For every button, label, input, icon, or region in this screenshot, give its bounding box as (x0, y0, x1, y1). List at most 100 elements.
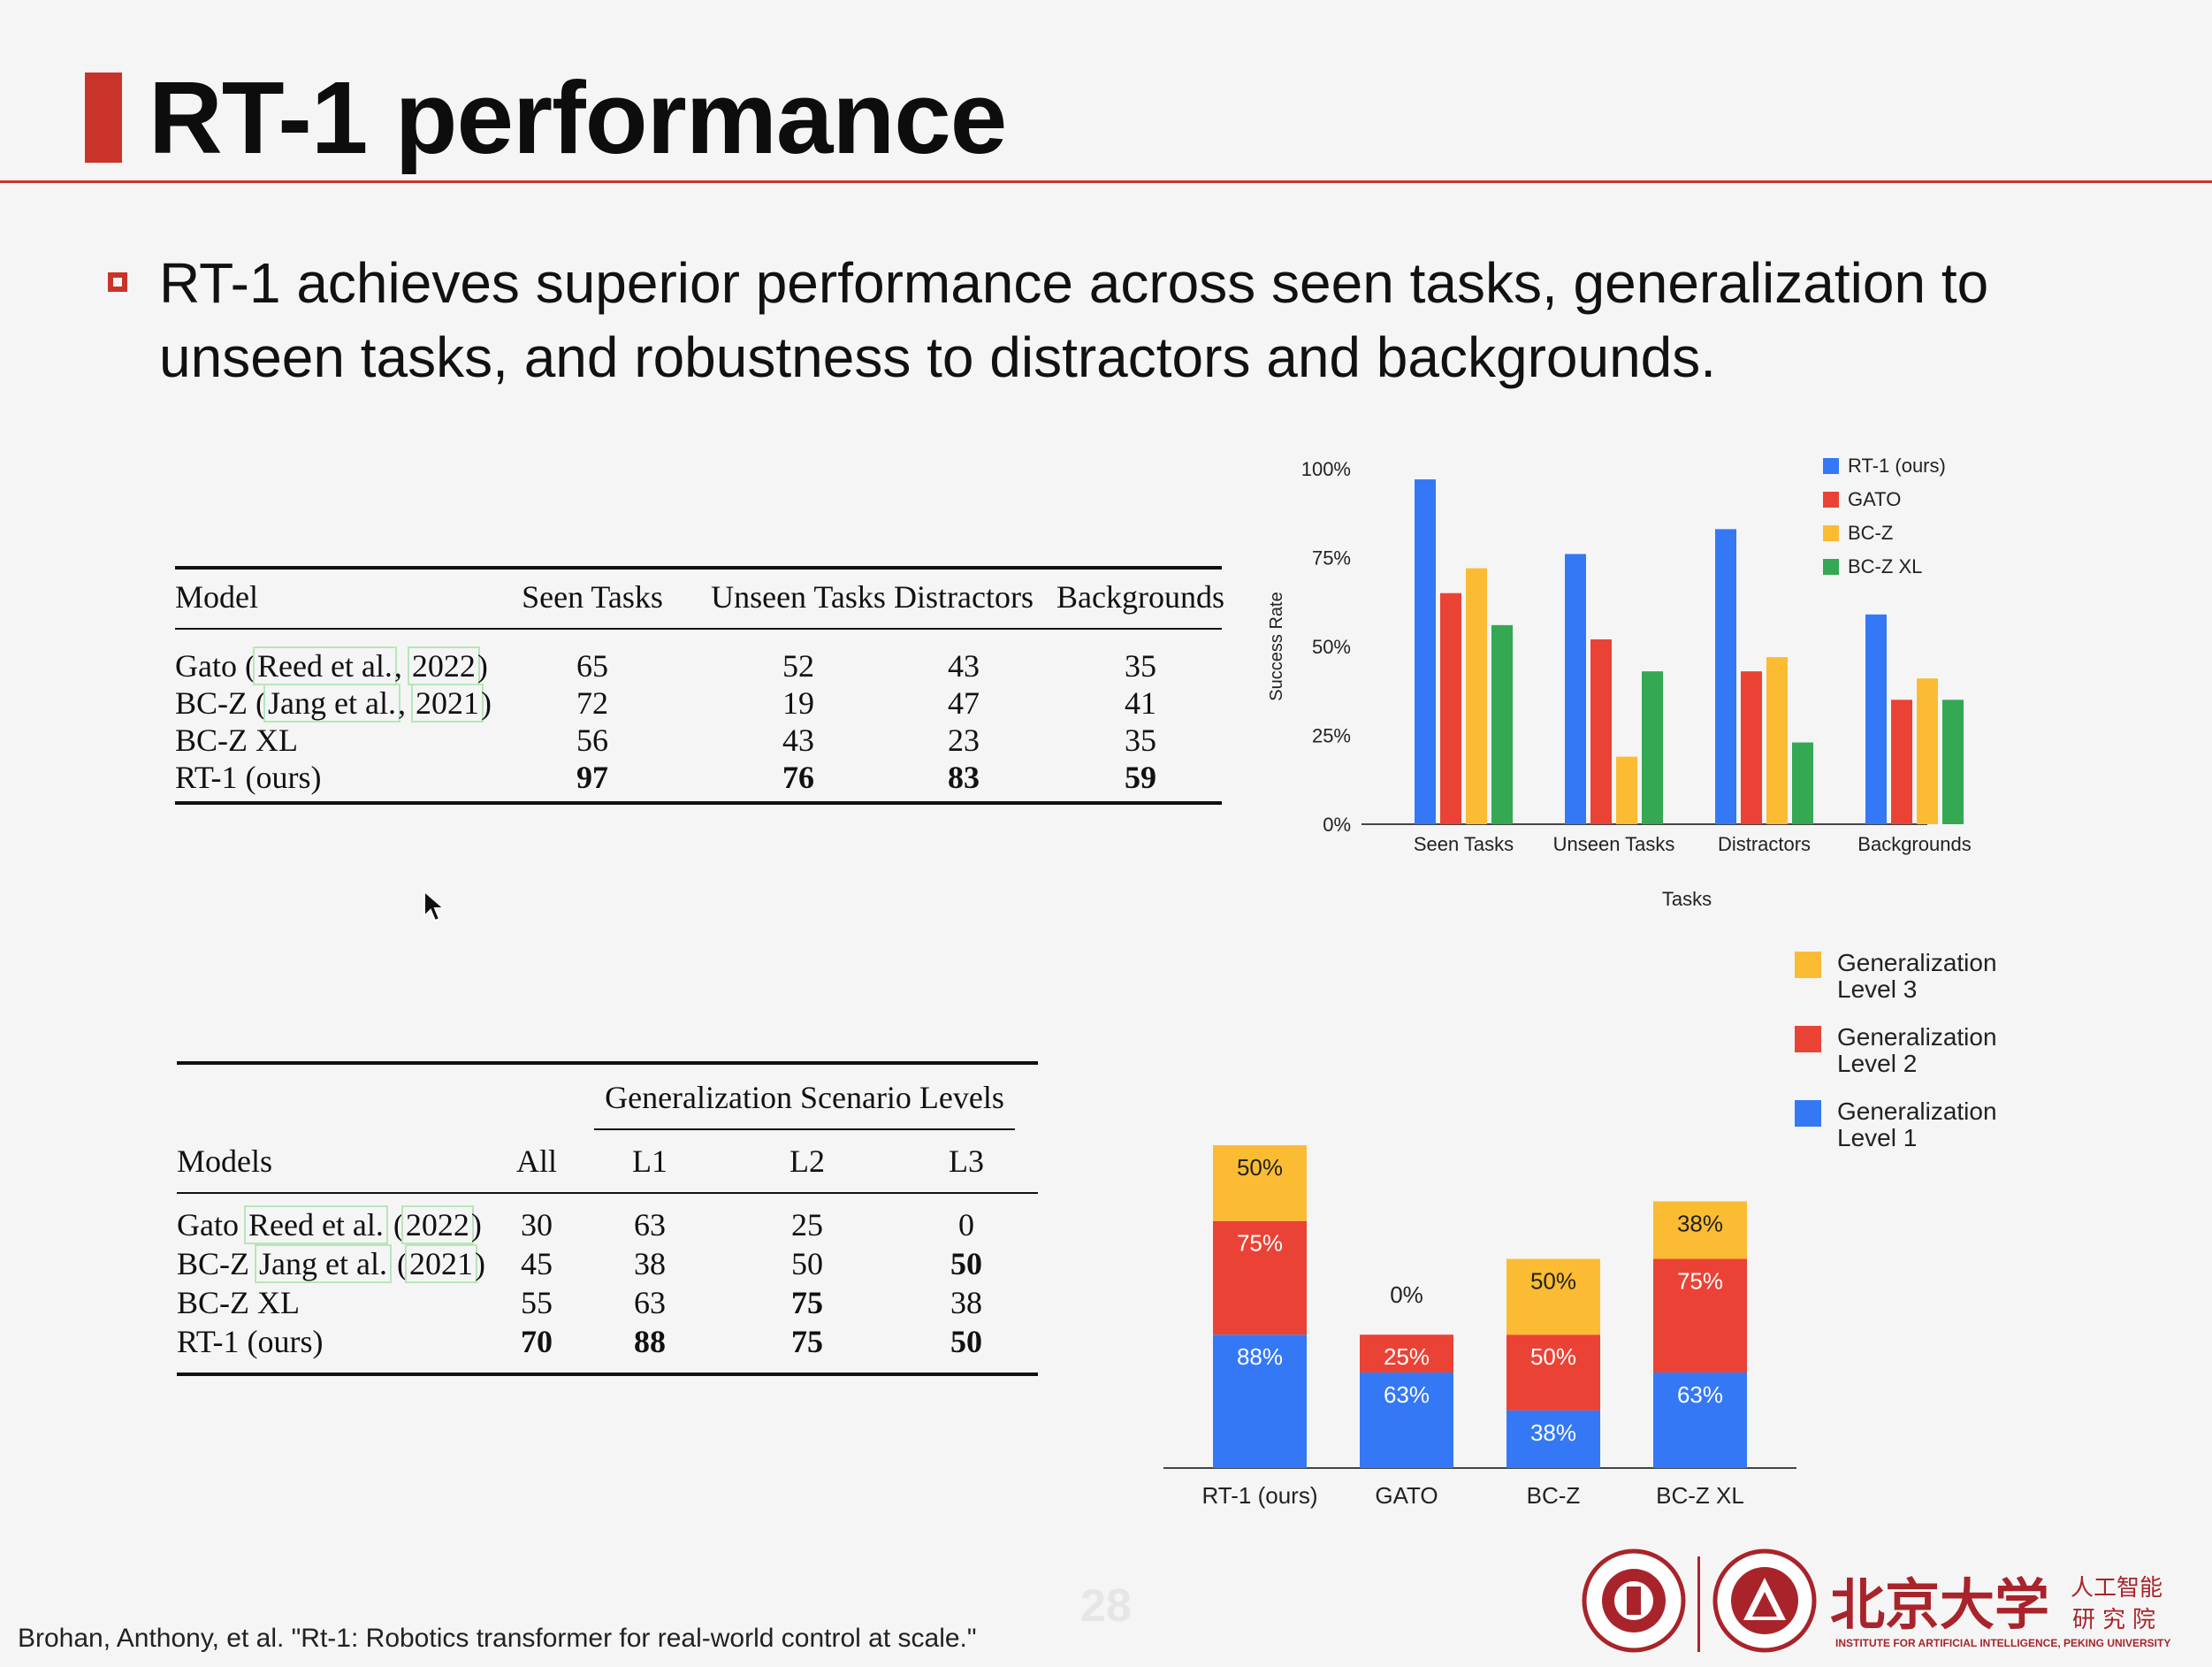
bar (1891, 700, 1912, 824)
table-cell-value: 19 (782, 685, 814, 721)
table-cell-value: 83 (948, 760, 980, 795)
title-divider (0, 180, 2212, 183)
table-cell-value: 50 (791, 1246, 823, 1281)
model-name: Gato (175, 648, 237, 684)
data-label: 50% (1237, 1154, 1283, 1181)
table-cell-value: 70 (521, 1324, 553, 1359)
bar (1590, 639, 1612, 824)
bar (1491, 624, 1513, 824)
stacked-bar-segment (1653, 1258, 1747, 1373)
table-cell-model: RT-1 (ours) (175, 759, 322, 796)
bar (1865, 614, 1887, 824)
table-cell-value: 65 (576, 648, 608, 684)
stacked-bar-segment (1506, 1258, 1600, 1335)
table-header-rule (175, 628, 1222, 630)
stacked-bar-segment (1360, 1334, 1453, 1373)
table-cell-value: 30 (521, 1207, 553, 1243)
citation-year: 2022 (400, 1205, 474, 1244)
citation-author: Jang et al. (255, 1244, 392, 1283)
legend-label: Generalization Level 3 (1837, 949, 1997, 1003)
x-tick-label: RT-1 (ours) (1202, 1482, 1318, 1509)
results-table-generalization: Generalization Scenario Levels Models Al… (177, 1061, 1038, 1380)
table-cell-value: 63 (634, 1207, 666, 1243)
table-cell-value: 50 (950, 1324, 982, 1359)
x-tick-label: GATO (1375, 1482, 1438, 1509)
table-cell-value: 41 (1125, 685, 1156, 721)
table-cell-value: 52 (782, 648, 814, 684)
legend-label: BC-Z XL (1848, 555, 1922, 577)
data-label: 38% (1677, 1210, 1723, 1236)
bar (1642, 671, 1663, 824)
table-cell-model: BC-Z XL (177, 1284, 300, 1321)
x-axis-label: Tasks (1662, 888, 1712, 910)
table-group-rule (594, 1128, 1015, 1130)
legend-swatch (1823, 492, 1839, 508)
table-cell-value: 47 (948, 685, 980, 721)
bar (1792, 742, 1813, 824)
university-logos: 北京大学 人工智能 研究院 INSTITUTE FOR ARTIFICIAL I… (1582, 1548, 2170, 1653)
x-tick-label: Unseen Tasks (1553, 833, 1675, 855)
data-label: 75% (1237, 1230, 1283, 1257)
bar (1616, 756, 1637, 824)
task-success-chart: 0% 25% 50% 75% 100% Success Rate Seen Tasks Uns… (1267, 455, 1972, 910)
table-header-seen: Seen Tasks (522, 579, 663, 615)
legend-label: RT-1 (ours) (1848, 455, 1946, 477)
mouse-cursor-icon (423, 890, 446, 922)
logo-divider (1697, 1556, 1700, 1652)
table-bottom-rule (177, 1373, 1038, 1376)
table-cell-value: 38 (634, 1246, 666, 1281)
legend-label: BC-Z (1848, 522, 1893, 544)
legend-swatch (1823, 559, 1839, 575)
bullet-square-icon (108, 272, 127, 292)
table-top-rule (177, 1061, 1038, 1065)
y-tick-label: 25% (1312, 725, 1351, 747)
model-name: BC-Z XL (175, 723, 298, 758)
table-cell-value: 76 (782, 760, 814, 795)
data-label: 50% (1530, 1268, 1576, 1295)
table-header-model: Model (175, 579, 258, 615)
citation-author: Reed et al. (243, 1205, 388, 1244)
x-tick-label: BC-Z (1527, 1482, 1581, 1509)
page-number: 28 (1080, 1580, 1132, 1632)
table-cell-value: 88 (634, 1324, 666, 1359)
table-cell-value: 45 (521, 1246, 553, 1281)
legend-swatch (1795, 1100, 1821, 1127)
x-tick-label: BC-Z XL (1656, 1482, 1744, 1509)
slide-title: RT-1 performance (149, 60, 1007, 175)
y-tick-label: 0% (1323, 814, 1351, 836)
model-name: BC-Z (175, 685, 248, 721)
data-label: 38% (1530, 1419, 1576, 1446)
table-cell-value: 23 (948, 723, 980, 758)
table-cell-value: 25 (791, 1207, 823, 1243)
citation-year: 2022 (407, 646, 480, 685)
legend-swatch (1795, 1026, 1821, 1052)
bar (1440, 593, 1461, 824)
results-table-tasks: Model Seen Tasks Unseen Tasks Distractor… (175, 566, 1224, 814)
model-name: RT-1 (ours) (177, 1324, 324, 1359)
legend-label: GATO (1848, 488, 1901, 510)
table-header-distractors: Distractors (894, 579, 1034, 615)
model-name: BC-Z (177, 1246, 250, 1281)
table-cell-value: 43 (948, 648, 980, 684)
citation-year: 2021 (404, 1244, 477, 1283)
data-label: 75% (1677, 1268, 1723, 1295)
table-cell-model: Gato Reed et al. (2022) (177, 1205, 482, 1244)
table-header-l2: L2 (789, 1143, 825, 1179)
table-header-rule (177, 1192, 1038, 1194)
citation-author: Reed et al. (252, 646, 397, 685)
table-header-unseen: Unseen Tasks (711, 579, 886, 615)
table-bottom-rule (175, 801, 1222, 805)
bar (1466, 568, 1487, 824)
table-cell-value: 97 (576, 760, 608, 795)
table-cell-model: BC-Z XL (175, 722, 298, 759)
institute-name-cn-1: 人工智能 (2071, 1574, 2162, 1601)
table-cell-value: 35 (1125, 648, 1156, 684)
data-label: 50% (1530, 1343, 1576, 1370)
bar (1766, 657, 1788, 824)
bullet-text: RT-1 achieves superior performance acros… (159, 251, 1989, 389)
model-name: BC-Z XL (177, 1285, 300, 1320)
title-accent-bar (85, 73, 122, 163)
table-header-l1: L1 (632, 1143, 667, 1179)
table-cell-value: 50 (950, 1246, 982, 1281)
institute-name-cn-2: 研究院 (2072, 1606, 2162, 1633)
